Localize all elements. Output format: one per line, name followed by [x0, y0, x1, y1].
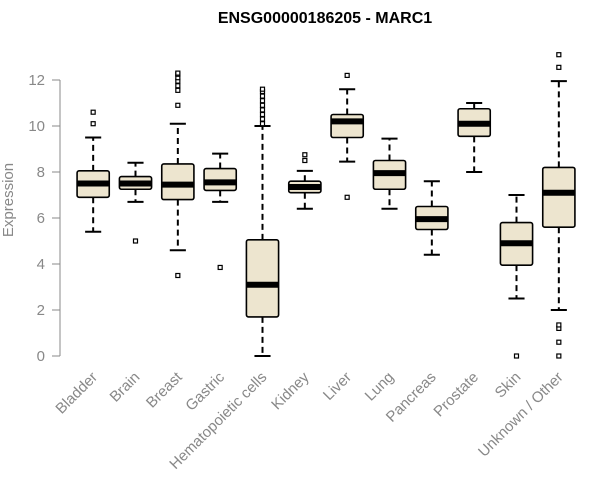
box [330, 113, 365, 139]
box-group [76, 109, 111, 233]
y-axis: 0 2 4 6 8 10 12 [28, 72, 61, 365]
box [245, 239, 280, 318]
y-tick-label: 2 [37, 302, 45, 319]
x-tick-label: Kidney [268, 368, 313, 413]
plot-area [76, 52, 576, 359]
x-tick-label: Prostate [430, 369, 482, 421]
outlier-point [132, 238, 139, 244]
outlier-point [259, 93, 266, 99]
box-group [160, 70, 195, 279]
box-group [499, 194, 534, 359]
outlier-point [513, 353, 520, 359]
outlier-point [259, 111, 266, 118]
y-tick-label: 8 [37, 164, 45, 181]
box-group [330, 72, 365, 200]
outlier-point [259, 86, 266, 92]
outlier-point [344, 72, 350, 79]
outlier-point [556, 353, 562, 359]
outlier-point [556, 339, 562, 345]
x-tick-label: Liver [320, 369, 355, 404]
box-group [203, 152, 238, 271]
outlier-point [90, 109, 96, 115]
box-group [457, 102, 492, 173]
y-tick-label: 4 [37, 256, 45, 273]
chart-title: ENSG00000186205 - MARC1 [218, 10, 432, 27]
outlier-point [556, 322, 562, 328]
y-axis-title: Expression [0, 163, 17, 237]
box-group [287, 152, 322, 210]
outlier-point [556, 64, 562, 70]
box [541, 166, 576, 228]
x-tick-label: Lung [362, 369, 398, 405]
outlier-point [302, 152, 308, 158]
y-tick-label: 6 [37, 210, 45, 227]
outlier-point [259, 116, 266, 122]
outlier-point [175, 102, 181, 108]
y-tick-label: 12 [28, 72, 45, 89]
y-tick-label: 10 [28, 118, 45, 135]
box-group [372, 137, 407, 210]
x-tick-label: Skin [492, 369, 525, 402]
outlier-point [175, 70, 181, 76]
x-tick-label: Brain [107, 369, 144, 406]
outlier-point [175, 87, 181, 93]
outlier-point [90, 121, 96, 127]
outlier-point [259, 98, 266, 104]
x-tick-label: Breast [143, 368, 186, 411]
outlier-point [302, 157, 308, 164]
outlier-point [259, 107, 266, 113]
outlier-point [175, 272, 181, 279]
x-tick-label: Bladder [52, 369, 101, 418]
box-group [118, 161, 153, 244]
outlier-point [217, 264, 223, 271]
box-group [245, 86, 280, 357]
y-tick-label: 0 [37, 348, 45, 365]
outlier-point [556, 52, 562, 58]
outlier-point [259, 121, 266, 127]
box-group [541, 52, 576, 359]
outlier-point [259, 102, 266, 108]
outlier-point [175, 83, 181, 89]
box-group [414, 180, 449, 256]
outlier-point [344, 194, 350, 200]
